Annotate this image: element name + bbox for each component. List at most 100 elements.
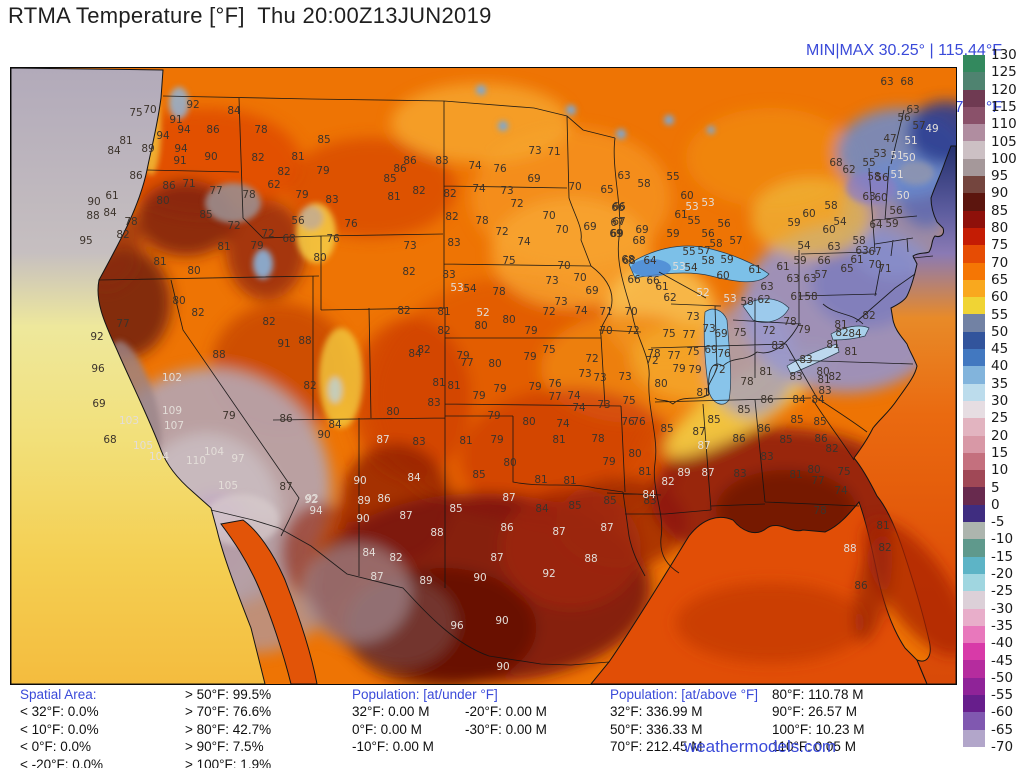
colorbar-segment: [963, 625, 985, 644]
temperature-value-label: 79: [493, 383, 506, 395]
temperature-value-label: 82: [303, 380, 316, 392]
colorbar-tick: -70: [991, 739, 1014, 755]
colorbar-tick: 100: [991, 150, 1017, 167]
temperature-value-label: 81: [789, 469, 802, 481]
colorbar-tick: 35: [991, 375, 1009, 392]
population-above-block: Population: [at/above °F] 32°F: 336.99 M…: [610, 686, 864, 754]
colorbar-segment: [963, 677, 985, 695]
temperature-value-label: 82: [445, 211, 458, 223]
temperature-value-label: 65: [600, 184, 613, 196]
temperature-value-label: 75: [502, 255, 515, 267]
temperature-value-label: 95: [79, 235, 92, 247]
temperature-value-label: 58: [852, 235, 865, 247]
stat-line: < 0°F: 0.0%: [20, 739, 92, 755]
map-frame: 75 70 92 84 91 94 86 78 94 81 85 84 89 94 90 82 81 91 79 86…: [10, 67, 957, 685]
temperature-value-label: 81: [459, 435, 472, 447]
temperature-value-label: 80: [386, 406, 399, 418]
temperature-value-label: 107: [164, 420, 184, 432]
temperature-value-label: 81: [217, 241, 230, 253]
temperature-value-label: 81: [387, 191, 400, 203]
temperature-value-label: 87: [697, 440, 710, 452]
temperature-value-label: 84: [811, 394, 825, 406]
temperature-value-label: 83: [412, 436, 425, 448]
colorbar-segment: [963, 124, 985, 142]
stat-line: < 32°F: 0.0%: [20, 704, 99, 720]
temperature-value-label: 84: [792, 394, 806, 406]
temperature-value-label: 58: [867, 171, 880, 183]
temperature-value-label: 94: [156, 130, 170, 142]
temperature-value-label: 84: [227, 105, 241, 117]
temperature-value-label: 78: [813, 505, 826, 517]
temperature-value-label: 86: [760, 394, 774, 406]
temperature-value-label: 87: [600, 522, 613, 534]
temperature-value-label: 76: [344, 218, 358, 230]
temperature-value-label: 86: [129, 170, 143, 182]
temperature-value-label: 84: [642, 489, 656, 501]
colorbar-segment: [963, 643, 985, 661]
temperature-value-label: 77: [667, 350, 680, 362]
temperature-value-label: 76: [493, 163, 507, 175]
temperature-value-label: 79: [456, 350, 469, 362]
colorbar-segment: [963, 729, 985, 747]
colorbar-segment: [963, 349, 985, 367]
temperature-value-label: 80: [503, 457, 516, 469]
temperature-value-label: 70: [555, 224, 568, 236]
temperature-value-label: 89: [141, 143, 154, 155]
temperature-value-label: 75: [686, 346, 699, 358]
temperature-value-label: 79: [295, 189, 308, 201]
temperature-value-label: 78: [124, 216, 137, 228]
temperature-value-label: 73: [618, 371, 631, 383]
temperature-value-label: 87: [376, 434, 389, 446]
temperature-value-label: 81: [119, 135, 132, 147]
colorbar-tick: 120: [991, 81, 1017, 98]
temperature-value-label: 75: [622, 395, 635, 407]
colorbar-tick: 25: [991, 410, 1009, 427]
temperature-value-label: 90: [495, 615, 508, 627]
temperature-value-label: 81: [638, 466, 651, 478]
temperature-value-label: 68: [622, 255, 635, 267]
temperature-value-label: 52: [476, 307, 489, 319]
temperature-value-label: 70: [599, 325, 612, 337]
temperature-value-label: 57: [697, 245, 710, 257]
colorbar-segment: [963, 435, 985, 453]
colorbar-segment: [963, 694, 985, 713]
temperature-value-label: 57: [814, 269, 827, 281]
temperature-value-label: 66: [611, 202, 625, 214]
temperature-value-label: 80: [474, 320, 487, 332]
temperature-value-label: 81: [844, 346, 857, 358]
colorbar-tick: -30: [991, 600, 1014, 617]
colorbar-segment: [963, 400, 985, 419]
temperature-value-label: 54: [833, 216, 847, 228]
temperature-value-label: 97: [231, 453, 244, 465]
colorbar-tick: -20: [991, 566, 1014, 582]
temperature-value-label: 80: [313, 252, 326, 264]
temperature-value-label: 53: [873, 148, 886, 160]
temperature-value-label: 73: [528, 145, 541, 157]
temperature-value-label: 66: [612, 201, 626, 213]
temperature-value-label: 76: [326, 233, 340, 245]
temperature-value-label: 66: [646, 275, 660, 287]
temperature-value-label: 70: [868, 259, 881, 271]
temperature-value-label: 86: [206, 124, 220, 136]
stat-line: 32°F: 0.00 M: [352, 704, 430, 720]
temperature-value-label: 69: [610, 228, 623, 240]
temperature-value-label: 85: [813, 416, 826, 428]
temperature-value-label: 86: [403, 155, 417, 167]
temperature-value-label: 79: [523, 351, 536, 363]
temperature-value-label: 81: [447, 380, 460, 392]
temperature-value-label: 86: [757, 423, 771, 435]
colorbar-segment: [963, 383, 985, 401]
temperature-value-label: 80: [502, 314, 515, 326]
temperature-value-label: 66: [627, 274, 641, 286]
temperature-value-label: 82: [828, 371, 841, 383]
colorbar-segment: [963, 72, 985, 90]
temperature-value-label: 63: [855, 245, 868, 257]
spatial-col2: > 50°F: 99.5% > 70°F: 76.6% > 80°F: 42.7% >…: [185, 686, 271, 768]
temperature-value-label: 79: [528, 381, 541, 393]
temperature-value-label: 82: [661, 476, 674, 488]
temperature-value-label: 55: [682, 246, 695, 258]
stat-line: < -20°F: 0.0%: [20, 756, 104, 768]
colorbar-segment: [963, 158, 985, 177]
temperature-value-label: 63: [760, 281, 773, 293]
